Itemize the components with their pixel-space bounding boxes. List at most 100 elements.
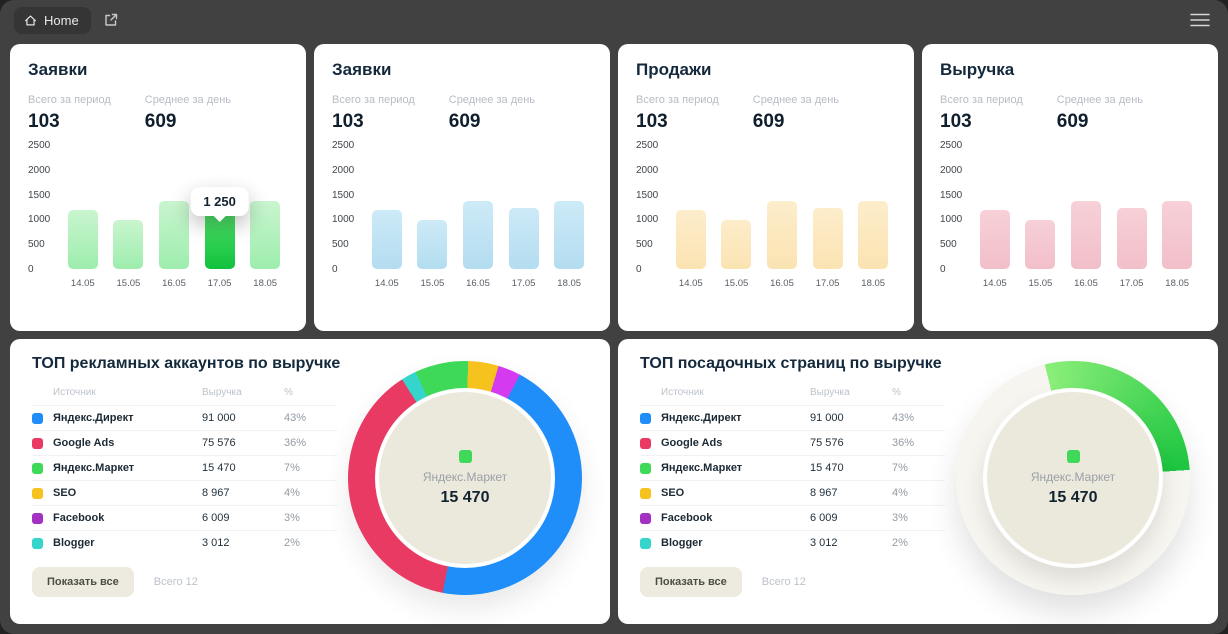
bar-15.05[interactable]	[1025, 220, 1056, 269]
donut-center-value: 15 470	[1048, 488, 1098, 506]
bars	[364, 147, 592, 269]
stat-label: Среднее за день	[1056, 94, 1144, 106]
table-row[interactable]: Google Ads 75 576 36%	[32, 430, 337, 455]
table-row[interactable]: Яндекс.Директ 91 000 43%	[640, 405, 945, 430]
y-tick: 1500	[28, 189, 51, 201]
source-revenue: 3 012	[810, 537, 838, 549]
sources-table: Источник Выручка% Яндекс.Директ 91 000 43% Go…	[32, 379, 337, 597]
source-name: Google Ads	[661, 437, 723, 449]
show-all-button[interactable]: Показать все	[640, 567, 742, 597]
bar-14.05[interactable]	[67, 210, 98, 269]
bar-14.05[interactable]	[979, 210, 1010, 269]
table-row[interactable]: Facebook 6 009 3%	[640, 505, 945, 530]
bar-15.05[interactable]	[417, 220, 448, 269]
table-row[interactable]: SEO 8 967 4%	[32, 480, 337, 505]
kpi-card-3: Продажи Всего за период 103 Среднее за день…	[618, 44, 914, 331]
menu-button[interactable]	[1186, 9, 1214, 31]
table-row[interactable]: Яндекс.Директ 91 000 43%	[32, 405, 337, 430]
x-label: 14.05	[70, 278, 95, 289]
bar-18.05[interactable]	[250, 200, 281, 269]
y-tick: 1500	[940, 189, 963, 201]
col-revenue: Выручка	[202, 387, 242, 398]
bar-15.05[interactable]	[721, 220, 752, 269]
source-color-swatch	[32, 412, 43, 424]
show-all-button[interactable]: Показать все	[32, 567, 134, 597]
y-axis: 2500 2000 1500 1000 500 0	[28, 141, 54, 275]
bar-cell	[1018, 147, 1064, 269]
table-row[interactable]: SEO 8 967 4%	[640, 480, 945, 505]
bar-18.05[interactable]	[858, 200, 889, 269]
selected-segment-marker	[1066, 449, 1080, 463]
home-button[interactable]: Home	[14, 6, 91, 34]
x-label: 14.05	[678, 278, 703, 289]
kpi-card-4: Выручка Всего за период 103 Среднее за день…	[922, 44, 1218, 331]
stat-block: Всего за период 103	[332, 94, 415, 133]
stat-block: Среднее за день 609	[1057, 94, 1143, 133]
donut-ring[interactable]: Яндекс.Маркет 15 470	[348, 361, 582, 595]
stat-value: 609	[752, 111, 785, 132]
home-label: Home	[44, 12, 79, 28]
kpi-cards-row: Заявки Всего за период 103 Среднее за день 6…	[10, 44, 1218, 331]
stat-block: Всего за период 103	[940, 94, 1023, 133]
bar-cell	[1063, 147, 1109, 269]
bar-15.05[interactable]	[113, 220, 144, 269]
stat-block: Всего за период 103	[636, 94, 719, 133]
y-tick: 2000	[332, 164, 355, 176]
card-title: ТОП рекламных аккаунтов по выручке	[32, 355, 341, 372]
bar-16.05[interactable]	[462, 200, 493, 269]
y-tick: 2500	[28, 140, 51, 151]
col-percent: %	[284, 387, 293, 398]
table-row[interactable]: Яндекс.Маркет 15 470 7%	[32, 455, 337, 480]
bar-17.05[interactable]	[812, 208, 843, 269]
stat-label: Всего за период	[940, 94, 1023, 106]
source-name: Яндекс.Маркет	[53, 462, 135, 474]
y-tick: 1000	[636, 214, 659, 226]
plot-area: 14.05 15.05 16.05 17.05 18.05	[972, 147, 1200, 289]
stat-value: 103	[28, 111, 60, 132]
stat-label: Среднее за день	[752, 94, 840, 106]
bar-cell	[1109, 147, 1155, 269]
donut-center-value: 15 470	[440, 488, 490, 506]
bar-14.05[interactable]	[371, 210, 402, 269]
bar-17.05[interactable]	[1116, 208, 1147, 269]
col-percent: %	[892, 387, 901, 398]
open-in-new-button[interactable]	[101, 10, 121, 30]
bars	[60, 147, 288, 269]
bar-16.05[interactable]	[1070, 200, 1101, 269]
kpi-card-1: Заявки Всего за период 103 Среднее за день 6…	[10, 44, 306, 331]
bar-18.05[interactable]	[554, 200, 585, 269]
bar-16.05[interactable]	[766, 200, 797, 269]
table-footer: Показать все Всего 12	[32, 567, 337, 597]
kpi-card-2: Заявки Всего за период 103 Среднее за день 6…	[314, 44, 610, 331]
y-tick: 2000	[940, 164, 963, 176]
source-color-swatch	[32, 437, 43, 449]
stat-label: Всего за период	[636, 94, 719, 106]
table-row[interactable]: Яндекс.Маркет 15 470 7%	[640, 455, 945, 480]
source-color-swatch	[640, 412, 651, 424]
stats-row: Всего за период 103 Среднее за день 609	[636, 94, 896, 133]
source-revenue: 91 000	[810, 412, 844, 424]
source-percent: 3%	[284, 512, 300, 524]
source-percent: 7%	[892, 462, 908, 474]
y-tick: 1000	[332, 214, 355, 226]
bar-17.05[interactable]	[508, 208, 539, 269]
bar-14.05[interactable]	[675, 210, 706, 269]
x-label: 18.05	[557, 278, 582, 289]
source-name: Facebook	[661, 512, 713, 524]
x-label: 18.05	[253, 278, 278, 289]
table-row[interactable]: Blogger 3 012 2%	[32, 530, 337, 555]
table-row[interactable]: Blogger 3 012 2%	[640, 530, 945, 555]
source-revenue: 75 576	[202, 437, 236, 449]
y-tick: 0	[940, 263, 946, 275]
bar-18.05[interactable]	[1162, 200, 1193, 269]
donut-ring[interactable]: Яндекс.Маркет 15 470	[956, 361, 1190, 595]
bar-16.05[interactable]	[158, 200, 189, 269]
table-row[interactable]: Facebook 6 009 3%	[32, 505, 337, 530]
stat-value: 609	[448, 111, 481, 132]
y-axis: 2500 2000 1500 1000 500 0	[332, 141, 358, 275]
table-row[interactable]: Google Ads 75 576 36%	[640, 430, 945, 455]
source-revenue: 8 967	[202, 487, 230, 499]
bar-cell	[850, 147, 896, 269]
stats-row: Всего за период 103 Среднее за день 609	[940, 94, 1200, 133]
